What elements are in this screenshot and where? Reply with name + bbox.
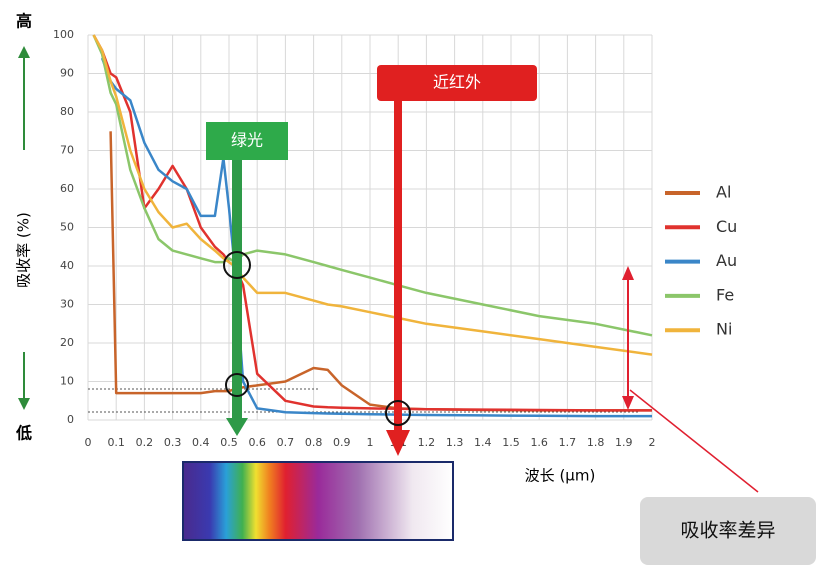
callout-line	[629, 389, 759, 493]
y-tick-label: 30	[60, 298, 74, 311]
grid: 0 10 20 30 40 50 60 70 80 90 100 0 0.1 0.2 0.3 0.4 0.5 0.…	[53, 28, 656, 449]
legend-label: Ni	[716, 320, 732, 339]
x-tick-label: 0.2	[136, 436, 154, 449]
nir-label: 近红外	[433, 73, 481, 92]
x-tick-label: 1.4	[474, 436, 492, 449]
x-tick-label: 0.4	[192, 436, 210, 449]
y-tick-label: 80	[60, 105, 74, 118]
nir-arrow-head	[386, 430, 410, 456]
y-tick-label: 60	[60, 182, 74, 195]
y-axis-label: 吸收率 (%)	[15, 212, 33, 288]
green-arrow	[232, 160, 242, 418]
nir-arrow	[394, 100, 402, 430]
legend-label: Al	[716, 183, 731, 202]
x-tick-label: 0.7	[277, 436, 295, 449]
nir-label-box	[377, 65, 537, 101]
highlight-circle	[225, 373, 249, 397]
x-tick-label: 1.8	[587, 436, 605, 449]
y-tick-label: 40	[60, 259, 74, 272]
x-tick-label: 0.9	[333, 436, 351, 449]
x-tick-label: 1.6	[530, 436, 548, 449]
spectrum-bar	[182, 461, 454, 541]
green-arrow-head	[226, 418, 248, 436]
x-tick-label: 0.3	[164, 436, 182, 449]
green-label: 绿光	[231, 131, 263, 150]
legend-label: Au	[716, 251, 737, 270]
x-tick-label: 1.9	[615, 436, 633, 449]
x-tick-label: 0.6	[248, 436, 266, 449]
y-tick-label: 70	[60, 144, 74, 157]
legend: Al Cu Au Fe Ni	[665, 183, 737, 339]
callout-label: 吸收率差异	[680, 520, 775, 542]
x-tick-label: 1.3	[446, 436, 464, 449]
legend-label: Cu	[716, 217, 737, 236]
y-tick-label: 100	[53, 28, 74, 41]
x-tick-label: 0.5	[220, 436, 238, 449]
series-lines	[92, 34, 653, 418]
y-tick-label: 10	[60, 375, 74, 388]
x-tick-label: 1.2	[418, 436, 436, 449]
green-label-box	[206, 122, 288, 160]
x-tick-label: 1.7	[559, 436, 577, 449]
x-tick-label: 1.5	[502, 436, 520, 449]
x-tick-label: 0.1	[107, 436, 125, 449]
callout-box	[640, 497, 816, 565]
y-tick-label: 50	[60, 221, 74, 234]
x-tick-label: 1	[367, 436, 374, 449]
series-line	[92, 34, 653, 356]
x-tick-label: 2	[649, 436, 656, 449]
x-tick-label: 0.8	[305, 436, 323, 449]
x-tick-label: 0	[85, 436, 92, 449]
y-tick-label: 20	[60, 336, 74, 349]
highlight-circle	[223, 251, 251, 279]
y-high-label: 高	[16, 12, 32, 31]
y-tick-label: 0	[67, 413, 74, 426]
y-tick-label: 90	[60, 67, 74, 80]
series-line	[92, 34, 652, 412]
legend-label: Fe	[716, 285, 734, 304]
x-axis-label: 波长 (µm)	[525, 467, 596, 485]
y-low-label: 低	[15, 424, 32, 443]
series-line	[109, 131, 652, 412]
highlight-circle	[385, 400, 411, 426]
